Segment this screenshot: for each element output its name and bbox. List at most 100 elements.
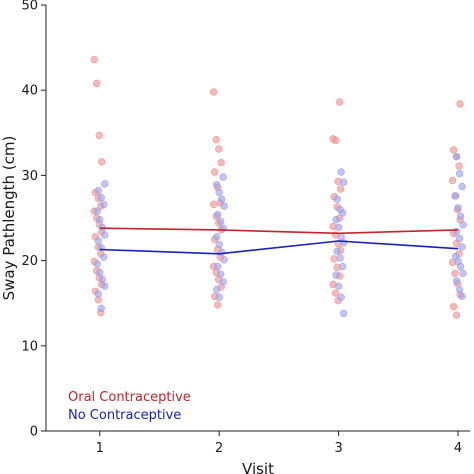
data-point [336,254,344,262]
y-ticks: 0 10 20 30 40 50 [21,0,46,440]
data-point [220,202,228,210]
y-tick-label: 20 [21,254,38,269]
data-point [337,293,345,301]
data-point [339,178,348,186]
data-point [451,269,459,278]
data-point [338,209,347,217]
data-point [96,216,104,224]
data-point [98,275,106,284]
data-point [456,212,465,220]
data-point [339,309,348,318]
data-point [334,223,343,232]
series-mean-line [99,240,459,255]
data-point [449,302,458,311]
data-point [209,88,218,96]
data-point [96,268,104,277]
x-axis-label: Visit [242,460,274,474]
data-point [452,311,461,319]
data-point [333,195,341,203]
data-point [216,217,225,226]
points-layer [90,55,467,319]
data-point [331,289,340,297]
data-point [456,100,464,108]
data-point [94,290,102,298]
data-point [93,260,101,268]
data-point [333,247,341,255]
data-point [339,239,348,247]
data-point [458,182,466,191]
legend-entry: No Contraceptive [68,408,181,423]
data-point [210,168,219,176]
data-point [448,176,457,185]
data-point [215,293,223,301]
data-point [213,262,222,271]
data-point [217,195,226,203]
data-point [212,285,221,294]
data-point [337,168,345,176]
data-point [452,277,461,285]
data-point [215,188,223,197]
data-point [219,173,227,181]
data-point [98,158,106,166]
data-point [455,162,463,170]
data-point [451,192,460,200]
data-point [213,301,222,309]
data-point [100,253,108,261]
data-point [220,256,228,264]
series-mean-line [99,227,459,235]
data-point [458,243,466,251]
data-point [449,146,458,154]
data-point [97,193,105,202]
data-point [455,234,464,243]
data-point [330,255,338,263]
y-tick-label: 50 [21,0,38,14]
x-tick-label: 1 [96,441,104,456]
data-point [334,282,343,290]
data-point [212,135,220,144]
data-point [97,304,105,313]
data-point [93,207,101,215]
data-point [219,278,227,286]
data-point [459,269,467,278]
data-point [332,216,340,224]
legend: Oral Contraceptive No Contraceptive [68,390,191,423]
data-point [95,131,103,140]
data-point [331,136,340,145]
data-point [335,98,344,106]
data-point [338,262,347,271]
data-point [101,231,109,239]
x-tick-label: 3 [334,441,342,456]
y-tick-label: 30 [21,169,38,184]
data-point [94,237,102,245]
data-point [332,271,340,279]
data-point [217,158,225,167]
data-point [458,292,466,301]
legend-entry: Oral Contraceptive [68,390,191,405]
y-axis-label: Sway Pathlength (cm) [0,136,18,301]
axes: 0 10 20 30 40 50 1 2 3 4 [21,0,470,456]
data-point [212,233,221,241]
x-ticks: 1 2 3 4 [96,431,462,456]
data-point [214,145,223,153]
data-point [215,240,223,249]
data-point [459,221,467,229]
data-point [212,181,221,189]
data-point [93,79,101,88]
data-point [216,270,225,278]
data-point [209,200,218,209]
data-point [452,152,461,161]
data-point [101,180,109,188]
data-point [336,185,345,193]
data-point [456,262,465,271]
data-point [455,285,464,294]
y-tick-label: 10 [21,339,38,354]
y-tick-label: 0 [30,425,38,440]
y-tick-label: 40 [21,84,38,99]
mean-lines-layer [99,227,459,255]
data-point [454,204,462,212]
data-point [94,187,102,195]
data-point [101,282,109,290]
x-tick-label: 4 [454,441,462,456]
data-point [98,223,106,232]
